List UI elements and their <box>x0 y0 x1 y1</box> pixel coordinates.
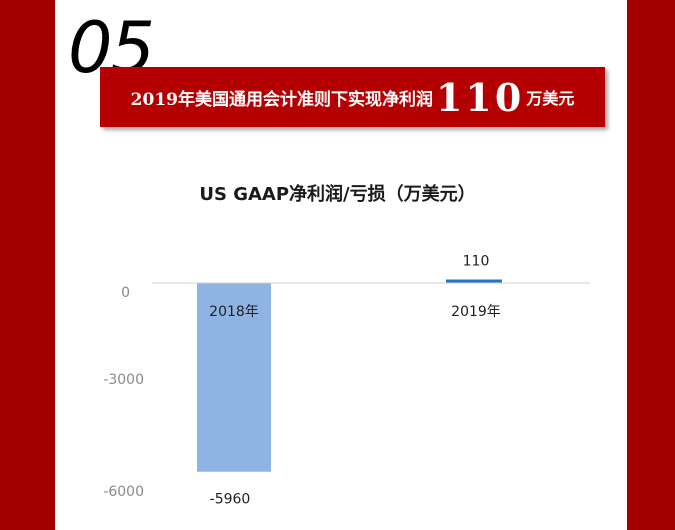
headline-banner: 2019年美国通用会计准则下实现净利润 110 万美元 <box>100 67 605 127</box>
left-frame-border <box>0 0 55 530</box>
right-frame-border <box>627 0 675 530</box>
data-label: 110 <box>463 254 490 270</box>
data-label: -5960 <box>210 492 251 508</box>
x-category-label: 2019年 <box>451 304 501 320</box>
y-tick-label: -6000 <box>103 484 144 500</box>
banner-text: 2019年美国通用会计准则下实现净利润 <box>130 89 433 110</box>
x-category-label: 2018年 <box>209 304 259 320</box>
banner-unit: 万美元 <box>526 89 575 108</box>
y-tick-label: 0 <box>121 285 130 301</box>
bar-2019 <box>446 279 502 283</box>
y-tick-label: -3000 <box>103 372 144 388</box>
banner-value: 110 <box>435 74 525 120</box>
bar-2018 <box>197 283 271 472</box>
chart-title: US GAAP净利润/亏损（万美元） <box>199 184 476 205</box>
